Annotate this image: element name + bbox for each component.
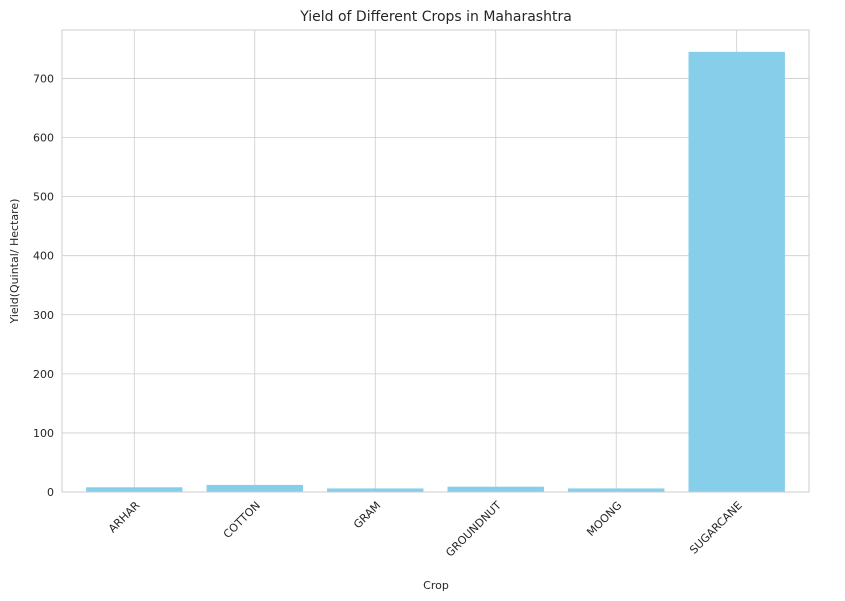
- bar-gram: [327, 488, 424, 492]
- y-tick-label: 300: [33, 309, 54, 322]
- chart-title: Yield of Different Crops in Maharashtra: [299, 9, 572, 25]
- y-tick-label: 400: [33, 250, 54, 263]
- y-tick-label: 600: [33, 132, 54, 145]
- bar-cotton: [206, 484, 303, 492]
- x-tick-label: GROUNDNUT: [443, 499, 504, 560]
- bars: [86, 51, 785, 492]
- x-tick-label: ARHAR: [106, 499, 143, 536]
- y-tick-label: 0: [47, 486, 54, 499]
- y-tick-label: 200: [33, 368, 54, 381]
- x-tick-label: COTTON: [221, 499, 263, 541]
- y-tick-label: 500: [33, 191, 54, 204]
- y-tick-label: 100: [33, 427, 54, 440]
- x-axis-label: Crop: [423, 579, 449, 592]
- x-tick-label: SUGARCANE: [687, 499, 745, 557]
- bar-arhar: [86, 487, 183, 492]
- x-tick-label: MOONG: [584, 499, 624, 539]
- x-axis-ticks: ARHAR COTTON GRAM GROUNDNUT MOONG SUGARCANE: [106, 499, 745, 560]
- y-axis-label: Yield(Quintal/ Hectare): [8, 199, 21, 325]
- bar-sugarcane: [688, 51, 785, 492]
- y-axis-ticks: 0 100 200 300 400 500 600 700: [33, 72, 54, 499]
- bar-groundnut: [447, 486, 544, 492]
- plot-frame: [61, 29, 810, 493]
- x-tick-label: GRAM: [351, 499, 383, 531]
- bar-moong: [568, 488, 665, 492]
- y-tick-label: 700: [33, 72, 54, 85]
